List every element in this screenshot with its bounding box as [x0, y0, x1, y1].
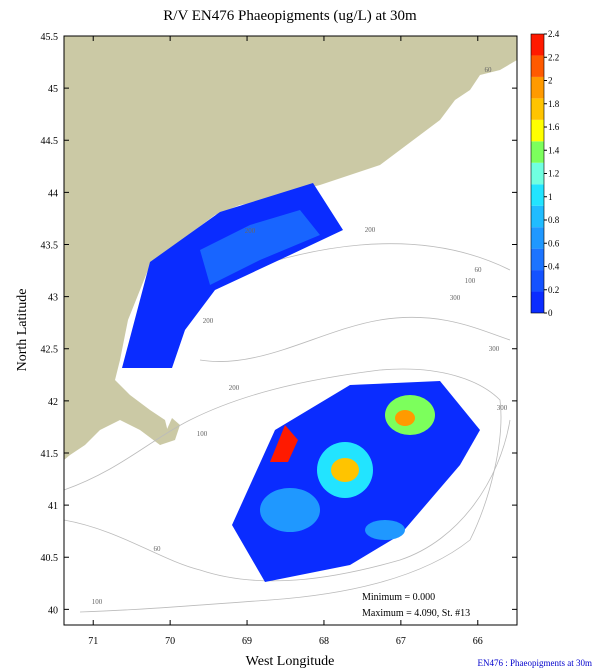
depth-label: 200: [365, 226, 376, 234]
x-tick-label: 68: [319, 636, 329, 647]
colorbar-label: 2: [548, 76, 553, 86]
colorbar-label: 0.2: [548, 285, 559, 295]
colorbar-band: [531, 98, 544, 120]
colorbar-band: [531, 205, 544, 228]
x-tick-label: 69: [242, 636, 252, 647]
depth-label: 100: [197, 430, 208, 438]
depth-label: 300: [489, 345, 500, 353]
depth-label: 60: [154, 545, 162, 553]
isobath: [63, 368, 502, 613]
colorbar-band: [531, 76, 544, 99]
land: [64, 36, 517, 460]
colorbar-label: 1.8: [548, 99, 560, 109]
isobath: [63, 419, 511, 582]
colorbar-label: 0: [548, 308, 553, 318]
depth-label: 60: [475, 266, 483, 274]
y-tick-label: 42.5: [41, 345, 59, 356]
depth-label: 200: [229, 384, 240, 392]
y-tick-label: 44.5: [41, 136, 59, 147]
y-tick-label: 43.5: [41, 240, 59, 251]
footer: EN476 : Phaeopigments at 30m: [478, 658, 593, 668]
depth-label: 300: [450, 294, 461, 302]
x-tick-label: 71: [88, 636, 98, 647]
colorbar-label: 0.6: [548, 238, 560, 248]
colorbar-band: [531, 162, 544, 185]
colorbar-band: [531, 227, 544, 249]
colorbar-band: [531, 291, 544, 313]
y-tick-label: 43: [48, 293, 58, 304]
contour-region: [270, 425, 298, 462]
x-tick-label: 66: [473, 636, 483, 647]
y-tick-label: 44: [48, 188, 58, 199]
contour-region: [200, 210, 320, 285]
colorbar-label: 0.8: [548, 215, 560, 225]
y-axis-label: North Latitude: [15, 289, 30, 372]
colorbar-band: [531, 141, 544, 163]
contour-region: [395, 410, 415, 426]
colorbar-band: [531, 270, 544, 292]
y-tick-label: 40.5: [41, 553, 59, 564]
depth-label: 100: [465, 277, 476, 285]
depth-label: 100: [92, 598, 103, 606]
colorbar-band: [531, 34, 544, 56]
y-tick-label: 40: [48, 605, 58, 616]
title: R/V EN476 Phaeopigments (ug/L) at 30m: [163, 8, 417, 24]
depth-label: 60: [485, 66, 493, 74]
colorbar-band: [531, 184, 544, 206]
colorbar-label: 1.2: [548, 169, 559, 179]
contour-region: [260, 488, 320, 532]
plot-frame: [63, 35, 518, 626]
colorbar-band: [531, 119, 544, 142]
y-tick-label: 42: [48, 397, 58, 408]
depth-label: 200: [245, 227, 256, 235]
colorbar-label: 2.4: [548, 29, 560, 39]
contour-region: [365, 520, 405, 540]
colorbar-label: 0.4: [548, 262, 560, 272]
colorbar-label: 1.4: [548, 145, 560, 155]
colorbar-band: [531, 55, 544, 77]
isobath: [199, 316, 511, 362]
y-tick-label: 41.5: [41, 449, 59, 460]
colorbar-label: 2.2: [548, 52, 559, 62]
y-tick-label: 41: [48, 501, 58, 512]
colorbar-label: 1: [548, 192, 553, 202]
x-axis-label: West Longitude: [246, 654, 335, 669]
y-tick-label: 45.5: [41, 32, 59, 43]
depth-label: 300: [497, 404, 508, 412]
contour-region: [331, 458, 359, 482]
colorbar-band: [531, 248, 544, 271]
depth-label: 200: [203, 317, 214, 325]
y-tick-label: 45: [48, 84, 58, 95]
colorbar-label: 1.6: [548, 122, 560, 132]
x-tick-label: 67: [396, 636, 406, 647]
maximum-note: Maximum = 4.090, St. #13: [362, 608, 470, 619]
x-tick-label: 70: [165, 636, 175, 647]
minimum-note: Minimum = 0.000: [362, 592, 435, 603]
